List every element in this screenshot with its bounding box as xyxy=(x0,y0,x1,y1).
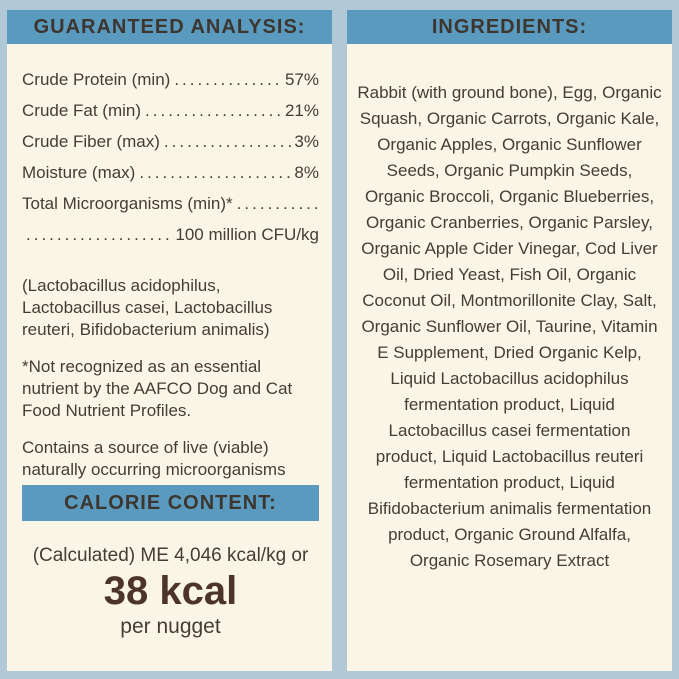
calorie-content-body: (Calculated) ME 4,046 kcal/kg or 38 kcal… xyxy=(22,521,319,671)
analysis-row-moisture: Moisture (max) .........................… xyxy=(22,163,319,194)
analysis-value: 57% xyxy=(284,70,319,89)
leader-dots: ........................................… xyxy=(163,132,293,151)
leader-dots: ........................................… xyxy=(174,70,283,89)
analysis-label: Total Microorganisms (min)* xyxy=(22,194,233,213)
analysis-value: 3% xyxy=(294,132,319,151)
calorie-content-title: CALORIE CONTENT: xyxy=(64,491,277,514)
analysis-label: Moisture (max) xyxy=(22,163,136,182)
analysis-row-crude-fat: Crude Fat (min) ........................… xyxy=(22,101,319,132)
ingredients-header: INGREDIENTS: xyxy=(347,10,672,44)
guaranteed-analysis-header: GUARANTEED ANALYSIS: xyxy=(7,10,332,44)
analysis-row-crude-fiber: Crude Fiber (max) ......................… xyxy=(22,132,319,163)
aafco-footnote: *Not recognized as an essential nutrient… xyxy=(22,357,293,420)
microorganisms-species-note: (Lactobacillus acidophilus, Lactobacillu… xyxy=(22,276,273,339)
analysis-label: Crude Fat (min) xyxy=(22,101,142,120)
analysis-value: 8% xyxy=(294,163,319,182)
analysis-row-total-microorganisms: Total Microorganisms (min)* ............… xyxy=(22,194,319,225)
leader-dots: ........................................… xyxy=(139,163,293,182)
calorie-unit: per nugget xyxy=(120,615,221,638)
calorie-big-value: 38 kcal xyxy=(103,569,238,613)
leader-dots: ........................................… xyxy=(26,225,174,244)
guaranteed-analysis-body: Crude Protein (min) ....................… xyxy=(7,44,332,671)
ingredients-text: Rabbit (with ground bone), Egg, Organic … xyxy=(357,83,662,570)
calorie-calculated-line: (Calculated) ME 4,046 kcal/kg or xyxy=(32,545,309,566)
analysis-label: Crude Fiber (max) xyxy=(22,132,160,151)
analysis-value: 21% xyxy=(284,101,319,120)
ingredients-body: Rabbit (with ground bone), Egg, Organic … xyxy=(347,44,672,671)
ingredients-panel: INGREDIENTS: Rabbit (with ground bone), … xyxy=(347,10,672,671)
guaranteed-analysis-title: GUARANTEED ANALYSIS: xyxy=(33,15,306,38)
guaranteed-analysis-panel: GUARANTEED ANALYSIS: Crude Protein (min)… xyxy=(7,10,332,671)
leader-dots: ........................................… xyxy=(236,194,317,213)
calorie-content-header: CALORIE CONTENT: xyxy=(22,485,319,521)
analysis-row-continuation: ........................................… xyxy=(22,225,319,256)
live-microorganisms-note: Contains a source of live (viable) natur… xyxy=(22,438,286,479)
leader-dots: ........................................… xyxy=(145,101,283,120)
analysis-continuation-value: 100 million CFU/kg xyxy=(175,225,319,244)
analysis-label: Crude Protein (min) xyxy=(22,70,171,89)
ingredients-title: INGREDIENTS: xyxy=(431,15,588,38)
analysis-row-crude-protein: Crude Protein (min) ....................… xyxy=(22,70,319,101)
